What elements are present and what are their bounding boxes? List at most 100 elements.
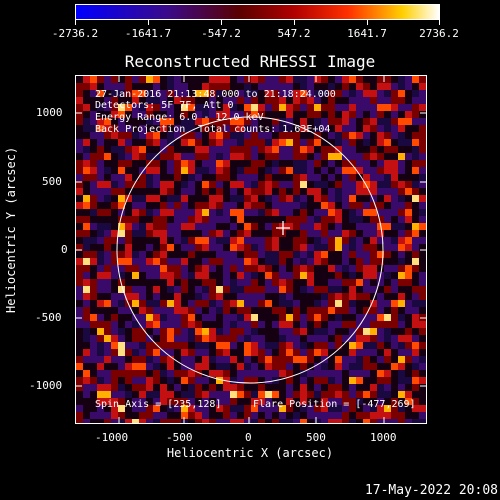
image-pixel xyxy=(251,307,258,314)
image-pixel xyxy=(83,97,90,104)
image-pixel xyxy=(321,202,328,209)
image-pixel xyxy=(167,160,174,167)
image-pixel xyxy=(251,398,258,405)
image-pixel xyxy=(202,76,209,83)
image-pixel xyxy=(391,90,398,97)
image-pixel xyxy=(132,293,139,300)
image-pixel xyxy=(202,139,209,146)
image-pixel xyxy=(209,335,216,342)
image-pixel xyxy=(153,202,160,209)
image-pixel xyxy=(356,370,363,377)
image-pixel xyxy=(153,300,160,307)
image-pixel xyxy=(251,202,258,209)
y-tick-label: 1000 xyxy=(36,106,63,119)
image-pixel xyxy=(377,384,384,391)
image-pixel xyxy=(139,335,146,342)
image-pixel xyxy=(104,111,111,118)
image-pixel xyxy=(139,132,146,139)
image-pixel xyxy=(132,321,139,328)
image-pixel xyxy=(83,314,90,321)
image-pixel xyxy=(356,321,363,328)
image-pixel xyxy=(377,153,384,160)
image-pixel xyxy=(153,244,160,251)
image-pixel xyxy=(370,160,377,167)
image-pixel xyxy=(307,349,314,356)
image-pixel xyxy=(244,97,251,104)
image-pixel xyxy=(195,139,202,146)
image-pixel xyxy=(244,230,251,237)
image-pixel xyxy=(195,174,202,181)
image-pixel xyxy=(209,223,216,230)
image-pixel xyxy=(118,307,125,314)
image-pixel xyxy=(398,293,405,300)
spin-axis-text: Spin Axis = [235,128] xyxy=(95,399,222,410)
image-pixel xyxy=(419,321,426,328)
image-pixel xyxy=(321,104,328,111)
image-pixel xyxy=(230,328,237,335)
image-pixel xyxy=(153,223,160,230)
image-pixel xyxy=(188,398,195,405)
image-pixel xyxy=(286,202,293,209)
image-pixel xyxy=(97,174,104,181)
image-pixel xyxy=(244,391,251,398)
image-pixel xyxy=(83,153,90,160)
image-pixel xyxy=(286,111,293,118)
image-pixel xyxy=(258,272,265,279)
image-pixel xyxy=(90,328,97,335)
image-pixel xyxy=(76,216,83,223)
image-pixel xyxy=(153,83,160,90)
image-pixel xyxy=(139,167,146,174)
image-pixel xyxy=(90,405,97,412)
image-pixel xyxy=(83,244,90,251)
image-pixel xyxy=(104,328,111,335)
image-pixel xyxy=(384,335,391,342)
image-pixel xyxy=(174,265,181,272)
image-pixel xyxy=(272,118,279,125)
image-pixel xyxy=(188,321,195,328)
image-pixel xyxy=(349,111,356,118)
image-pixel xyxy=(230,272,237,279)
image-pixel xyxy=(258,76,265,83)
image-pixel xyxy=(167,118,174,125)
image-pixel xyxy=(209,328,216,335)
image-pixel xyxy=(118,258,125,265)
image-pixel xyxy=(146,356,153,363)
image-pixel xyxy=(174,370,181,377)
image-pixel xyxy=(118,321,125,328)
image-pixel xyxy=(118,160,125,167)
image-pixel xyxy=(132,118,139,125)
image-pixel xyxy=(97,237,104,244)
image-pixel xyxy=(272,307,279,314)
image-pixel xyxy=(307,188,314,195)
image-pixel xyxy=(111,230,118,237)
image-pixel xyxy=(209,90,216,97)
image-pixel xyxy=(76,342,83,349)
image-pixel xyxy=(377,258,384,265)
image-pixel xyxy=(335,237,342,244)
image-pixel xyxy=(195,104,202,111)
image-pixel xyxy=(174,244,181,251)
image-pixel xyxy=(216,146,223,153)
image-pixel xyxy=(279,83,286,90)
image-pixel xyxy=(118,83,125,90)
image-pixel xyxy=(237,188,244,195)
image-pixel xyxy=(174,314,181,321)
image-pixel xyxy=(195,272,202,279)
image-pixel xyxy=(251,188,258,195)
image-pixel xyxy=(307,209,314,216)
image-pixel xyxy=(349,342,356,349)
image-pixel xyxy=(132,174,139,181)
image-pixel xyxy=(167,377,174,384)
image-pixel xyxy=(363,153,370,160)
image-pixel xyxy=(300,216,307,223)
image-pixel xyxy=(265,293,272,300)
image-pixel xyxy=(300,293,307,300)
image-pixel xyxy=(272,104,279,111)
image-pixel xyxy=(286,216,293,223)
image-pixel xyxy=(321,342,328,349)
image-pixel xyxy=(328,223,335,230)
image-pixel xyxy=(104,174,111,181)
image-pixel xyxy=(125,307,132,314)
image-pixel xyxy=(307,216,314,223)
image-pixel xyxy=(258,167,265,174)
